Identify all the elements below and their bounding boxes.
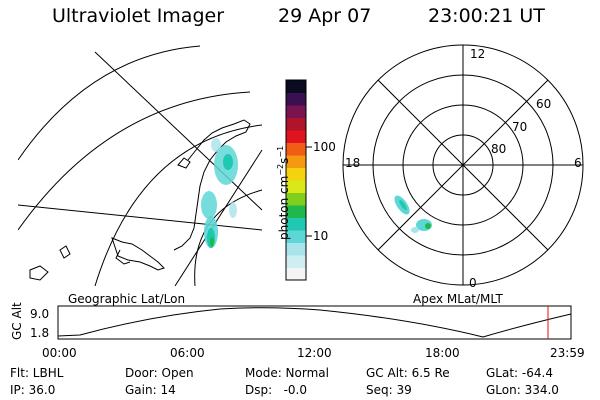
- colorbar-segment: [286, 205, 306, 218]
- colorbar-segment: [286, 155, 306, 168]
- orbit-ymin: 1.8: [30, 326, 50, 340]
- door-status: Door: Open: [125, 366, 194, 380]
- orbit-ylabel: GC Alt: [10, 302, 24, 340]
- colorbar-segment: [286, 92, 306, 106]
- latitude-circle: [18, 45, 201, 161]
- mlat-label-80: 80: [491, 142, 507, 156]
- colorbar-segment: [286, 242, 306, 256]
- colorbar-segment: [286, 105, 306, 118]
- orbit-time-1200: 12:00: [297, 346, 332, 360]
- meridian-line: [174, 149, 263, 286]
- left-panel-label: Geographic Lat/Lon: [68, 292, 186, 306]
- coastline: [111, 237, 165, 271]
- colorbar-segment: [286, 167, 306, 181]
- orbit-ymax: 9.0: [30, 307, 50, 321]
- orbit-time-0000: 00:00: [42, 346, 77, 360]
- mode-status: Mode: Normal: [245, 366, 329, 380]
- dsp-status: Dsp: -0.0: [245, 383, 308, 397]
- ip-status: IP: 36.0: [10, 383, 56, 397]
- meridian-line: [94, 51, 263, 211]
- colorbar-tick-label-low: 10: [313, 229, 329, 243]
- mlat-label-70: 70: [512, 120, 528, 134]
- geographic-latitude: GLat: -64.4: [486, 366, 553, 380]
- altitude-curve: [57, 307, 572, 338]
- gain-status: Gain: 14: [125, 383, 176, 397]
- colorbar-segment: [286, 230, 306, 243]
- colorbar-segment: [286, 130, 306, 143]
- colorbar-tick-label-high: 100: [313, 140, 336, 154]
- aurora-emission-left: [201, 138, 238, 248]
- mlt-diagonal: [377, 79, 549, 251]
- observation-time: 23:00:21 UT: [428, 5, 545, 27]
- observation-date: 29 Apr 07: [278, 5, 372, 27]
- colorbar-segment: [286, 255, 306, 268]
- right-panel-label: Apex MLat/MLT: [413, 292, 503, 306]
- colorbar-segment: [286, 192, 306, 206]
- orbit-time-1800: 18:00: [425, 346, 460, 360]
- colorbar-segment: [286, 117, 306, 131]
- orbit-time-2359: 23:59: [550, 346, 585, 360]
- mlt-label-6: 6: [574, 156, 582, 170]
- coastline: [115, 249, 131, 265]
- sequence-status: Seq: 39: [366, 383, 412, 397]
- colorbar-segment: [286, 80, 306, 93]
- latitude-circle: [18, 91, 251, 231]
- filter-status: Flt: LBHL: [10, 366, 64, 380]
- orbit-time-0600: 06:00: [170, 346, 205, 360]
- colorbar-segment: [286, 142, 306, 156]
- coastline: [29, 265, 49, 281]
- mlat-label-60: 60: [536, 97, 552, 111]
- instrument-title: Ultraviolet Imager: [52, 5, 225, 27]
- colorbar-segment: [286, 217, 306, 231]
- geographic-longitude: GLon: 334.0: [486, 383, 559, 397]
- coastline: [173, 119, 251, 251]
- meridian-line: [18, 204, 263, 231]
- gc-altitude-status: GC Alt: 6.5 Re: [366, 366, 450, 380]
- mlt-label-0: 0: [469, 276, 477, 290]
- mlt-label-18: 18: [345, 156, 361, 170]
- colorbar-segment: [286, 180, 306, 193]
- mlt-label-12: 12: [470, 47, 486, 61]
- coastline: [177, 157, 191, 169]
- colorbar-segment: [286, 267, 306, 281]
- latitude-circle: [94, 124, 263, 286]
- coastline: [59, 245, 71, 259]
- aurora-emission-right: [394, 195, 432, 233]
